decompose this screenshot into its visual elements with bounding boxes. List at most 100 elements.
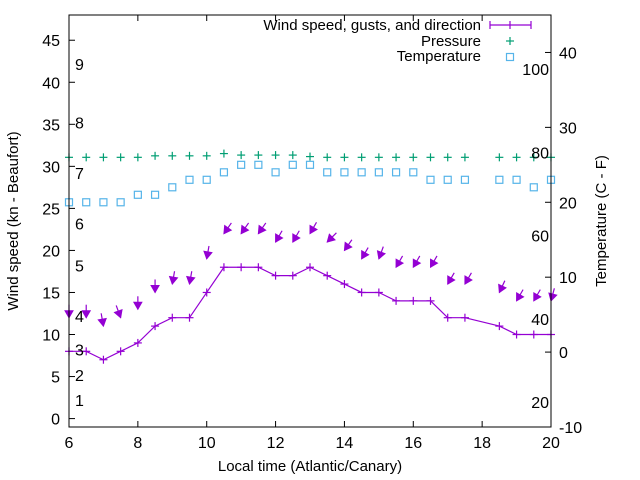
gust-arrow [223,222,233,235]
gust-arrow [113,305,123,319]
temperature-point [305,160,315,169]
gust-arrow [81,304,92,319]
wind-speed-point [185,313,194,322]
gust-arrow [533,289,542,302]
temperature-point [512,175,521,184]
temperature-point [529,183,538,192]
beaufort-label: 1 [75,393,84,410]
pressure-point [529,153,538,162]
wind-speed-point [357,288,366,297]
pressure-point [306,152,314,161]
wind-speed-point [460,313,469,322]
gust-arrow-head [412,258,422,269]
gust-arrow [464,272,473,285]
x-tick-label: 12 [267,435,285,452]
gust-arrow [376,246,386,260]
legend-label-wind: Wind speed, gusts, and direction [263,17,481,34]
gust-arrow-head [516,291,525,302]
plot-area [64,149,558,364]
legend: Wind speed, gusts, and direction Pressur… [263,17,532,65]
wind-speed-point [82,347,91,356]
gust-arrow-head [533,291,542,302]
pressure-point [495,153,504,162]
temperature-point [116,198,125,207]
pressure-point [254,151,263,160]
gust-arrow-head [81,310,92,319]
pressure-point [288,151,297,160]
gust-arrow [395,255,405,269]
wind-speed-point [340,280,349,289]
gust-arrow-head [97,317,107,328]
x-tick-label: 14 [336,435,354,452]
pressure-point [99,153,108,162]
gust-arrow [257,222,267,235]
wind-speed-point [288,271,297,280]
temperature-point [340,168,349,177]
y2-tick-label: 30 [559,120,577,137]
gust-arrow-head [292,233,301,243]
x-tick-label: 18 [473,435,491,452]
gust-arrow-head [376,250,386,260]
pressure-point [202,151,211,160]
y-axis-title: Wind speed (kn - Beaufort) [5,131,22,310]
gust-arrow [447,272,456,285]
pressure-point [512,153,521,162]
temperature-point [426,175,435,184]
y2-tick-label: 0 [559,345,568,362]
x-axis-title: Local time (Atlantic/Canary) [218,458,402,475]
y2-axis-title: Temperature (C - F) [593,155,610,287]
wind-speed-point [512,330,521,339]
x-tick-label: 8 [133,435,142,452]
wind-speed-point [168,313,177,322]
wind-speed-point [443,313,452,322]
pressure-point [409,153,418,162]
pressure-point [460,153,469,162]
y-tick-label: 10 [42,328,60,345]
x-tick-label: 16 [404,435,422,452]
pressure-point [374,153,383,162]
pressure-point [323,153,332,162]
gust-arrow-head [257,224,267,235]
wind-speed-line [69,266,551,361]
gust-arrow-head [113,308,123,319]
wind-speed-point [409,296,418,305]
y2-tick-label: 40 [559,45,577,62]
beaufort-label: 8 [75,116,84,133]
pressure-point [237,151,246,160]
gust-arrow [275,230,284,243]
y-tick-label: 25 [42,201,60,218]
legend-label-pressure: Pressure [421,33,481,50]
gust-arrow-head [223,224,233,235]
y-tick-label: 45 [42,33,60,50]
beaufort-label: 7 [75,166,84,183]
temperature-point [357,168,366,177]
axes: 6 8 10 12 14 16 18 20051015202530354045-1001020… [42,14,582,452]
temperature-point [409,168,418,177]
gust-arrow-head [395,258,405,269]
pressure-point [116,153,125,162]
wind-speed-point [202,288,211,297]
temperature-point [271,168,280,177]
gust-arrow [292,230,301,243]
temperature-point [254,160,263,169]
y-tick-label: 30 [42,159,60,176]
wind-speed-point [116,347,125,356]
gust-arrow [309,222,318,235]
gust-arrow [548,288,558,302]
temperature-point [219,168,229,177]
wind-speed-point [374,288,383,297]
temperature-point [168,183,177,192]
pressure-point [151,151,160,160]
pressure-point [357,153,366,162]
y2-tick-label: 10 [559,270,577,287]
gust-arrow [498,280,507,294]
beaufort-label: 5 [75,259,84,276]
fahrenheit-label: 60 [531,229,549,246]
temperature-point [185,175,194,184]
gust-arrow-head [548,292,558,302]
temperature-point [99,198,108,207]
temperature-point [374,168,383,177]
gust-arrow-head [361,249,370,260]
wind-speed-point [219,263,228,272]
